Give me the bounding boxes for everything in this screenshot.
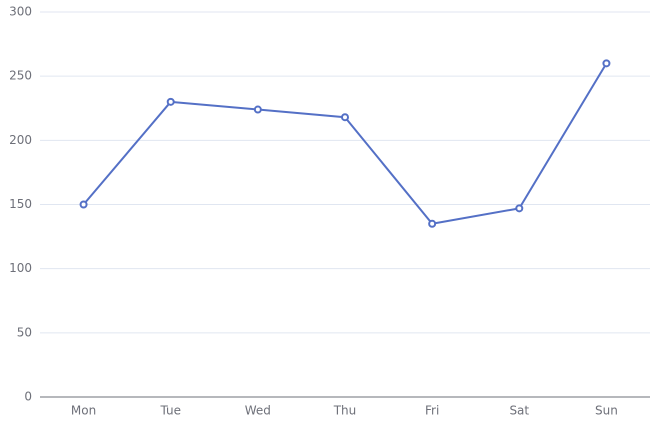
- point: [428, 219, 437, 228]
- point: [341, 113, 349, 122]
- y-tick-label: 150: [9, 197, 32, 211]
- x-tick-label: Thu: [333, 404, 357, 418]
- x-tick-label: Wed: [245, 404, 271, 418]
- x-tick-label: Fri: [425, 404, 439, 418]
- y-tick-label: 0: [24, 390, 32, 404]
- x-tick-label: Mon: [71, 404, 96, 418]
- point: [515, 204, 524, 213]
- line: [82, 62, 608, 225]
- point: [602, 59, 611, 68]
- y-tick-label: 250: [9, 69, 32, 83]
- x-tick-label: Sat: [509, 404, 529, 418]
- point: [166, 97, 175, 106]
- y-tick-label: 200: [9, 133, 32, 147]
- x-tick-label: Sun: [595, 404, 618, 418]
- y-tick-label: 300: [9, 5, 32, 19]
- x-tick-label: Tue: [159, 404, 181, 418]
- point: [253, 105, 262, 114]
- point: [79, 200, 88, 209]
- y-tick-label: 100: [9, 261, 32, 275]
- y-tick-label: 50: [17, 325, 32, 339]
